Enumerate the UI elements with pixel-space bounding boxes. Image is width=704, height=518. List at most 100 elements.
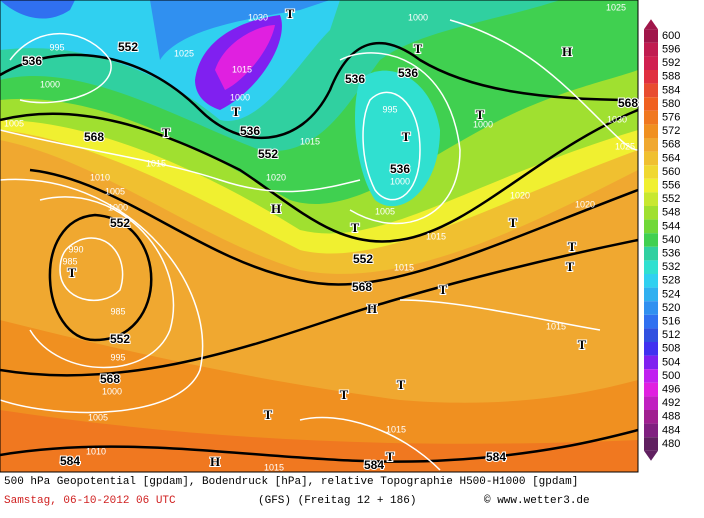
legend-swatch <box>644 260 658 274</box>
pressure-center: H <box>562 44 572 59</box>
legend-label: 596 <box>662 44 680 56</box>
pressure-label: 1025 <box>174 48 194 58</box>
legend-swatch <box>644 110 658 125</box>
pressure-center: T <box>386 449 395 464</box>
pressure-center: H <box>367 301 377 316</box>
pressure-label: 985 <box>62 256 77 266</box>
geopotential-label: 568 <box>84 130 104 144</box>
pressure-contours <box>0 19 639 471</box>
pressure-center: H <box>210 454 220 469</box>
geopotential-label: 552 <box>118 40 138 54</box>
pressure-label: 1020 <box>510 190 530 200</box>
legend-label: 496 <box>662 384 680 396</box>
legend-label: 588 <box>662 71 680 83</box>
pressure-center: T <box>578 337 587 352</box>
legend-label: 516 <box>662 316 680 328</box>
pressure-label: 1005 <box>4 118 24 128</box>
geopotential-label: 552 <box>110 216 130 230</box>
pressure-center: T <box>340 387 349 402</box>
legend-label: 600 <box>662 30 680 42</box>
legend-swatch <box>644 206 658 220</box>
geopotential-label: 536 <box>345 72 365 86</box>
pressure-center: T <box>402 129 411 144</box>
legend-label: 564 <box>662 152 680 164</box>
legend-swatch <box>644 97 658 111</box>
pressure-label: 1030 <box>248 12 268 22</box>
geopotential-contours <box>0 42 639 463</box>
pressure-label: 1000 <box>473 119 493 129</box>
legend-swatch <box>644 369 658 383</box>
legend-label: 524 <box>662 288 680 300</box>
legend-swatch <box>644 382 658 397</box>
pressure-center: T <box>414 41 423 56</box>
pressure-center: T <box>397 377 406 392</box>
pressure-label: 1000 <box>102 386 122 396</box>
pressure-label: 995 <box>49 42 64 52</box>
geopotential-label: 552 <box>353 252 373 266</box>
geopotential-label: 536 <box>22 54 42 68</box>
legend-label: 552 <box>662 193 680 205</box>
pressure-label: 1015 <box>546 321 566 331</box>
legend-label: 484 <box>662 424 680 436</box>
legend-swatch <box>644 70 658 84</box>
legend-label: 504 <box>662 356 680 368</box>
legend-label: 548 <box>662 207 680 219</box>
pressure-label: 1025 <box>615 141 635 151</box>
legend-label: 576 <box>662 112 680 124</box>
legend-swatch <box>644 287 658 302</box>
pressure-label: 1000 <box>108 202 128 212</box>
geopotential-label: 584 <box>486 450 506 464</box>
legend-label: 480 <box>662 438 680 450</box>
legend-swatch <box>644 355 658 370</box>
pressure-center: T <box>566 259 575 274</box>
legend-swatch <box>644 56 658 70</box>
pressure-label: 1015 <box>146 158 166 168</box>
legend-swatch <box>644 301 658 315</box>
pressure-label: 1010 <box>90 172 110 182</box>
legend-label: 512 <box>662 329 680 341</box>
legend-swatch <box>644 396 658 410</box>
legend-swatch <box>644 124 658 138</box>
pressure-label: 1000 <box>230 92 250 102</box>
legend-swatch <box>644 42 658 57</box>
pressure-label: 1015 <box>394 262 414 272</box>
pressure-label: 995 <box>110 352 125 362</box>
legend-swatch <box>644 83 658 98</box>
legend-label: 560 <box>662 166 680 178</box>
pressure-label: 1015 <box>426 231 446 241</box>
pressure-label: 1000 <box>408 12 428 22</box>
legend-swatch <box>644 165 658 179</box>
geopotential-label: 568 <box>352 280 372 294</box>
legend-swatch <box>644 328 658 342</box>
legend-label: 572 <box>662 125 680 137</box>
pressure-center: H <box>271 201 281 216</box>
legend-swatch <box>644 274 658 288</box>
pressure-label: 1020 <box>266 172 286 182</box>
pressure-label: 1005 <box>88 412 108 422</box>
pressure-center: T <box>509 215 518 230</box>
legend-label: 528 <box>662 275 680 287</box>
legend-swatch <box>644 233 658 247</box>
pressure-center: T <box>568 239 577 254</box>
legend-swatch <box>644 29 658 43</box>
geopotential-label: 584 <box>364 458 384 472</box>
legend-arrow-top <box>644 19 658 30</box>
pressure-center: T <box>351 220 360 235</box>
legend-label: 584 <box>662 84 680 96</box>
legend-swatch <box>644 410 658 424</box>
legend-label: 492 <box>662 397 680 409</box>
legend-label: 592 <box>662 57 680 69</box>
legend-swatch <box>644 314 658 329</box>
legend-swatch <box>644 437 658 451</box>
pressure-label: 1000 <box>40 79 60 89</box>
pressure-label: 995 <box>382 104 397 114</box>
pressure-center: T <box>264 407 273 422</box>
legend-swatch <box>644 192 658 206</box>
footer-description: 500 hPa Geopotential [gpdam], Bodendruck… <box>4 476 578 488</box>
legend-label: 488 <box>662 411 680 423</box>
geopotential-label: 568 <box>618 96 638 110</box>
pressure-label: 1015 <box>386 424 406 434</box>
legend-label: 568 <box>662 139 680 151</box>
pressure-label: 985 <box>110 306 125 316</box>
